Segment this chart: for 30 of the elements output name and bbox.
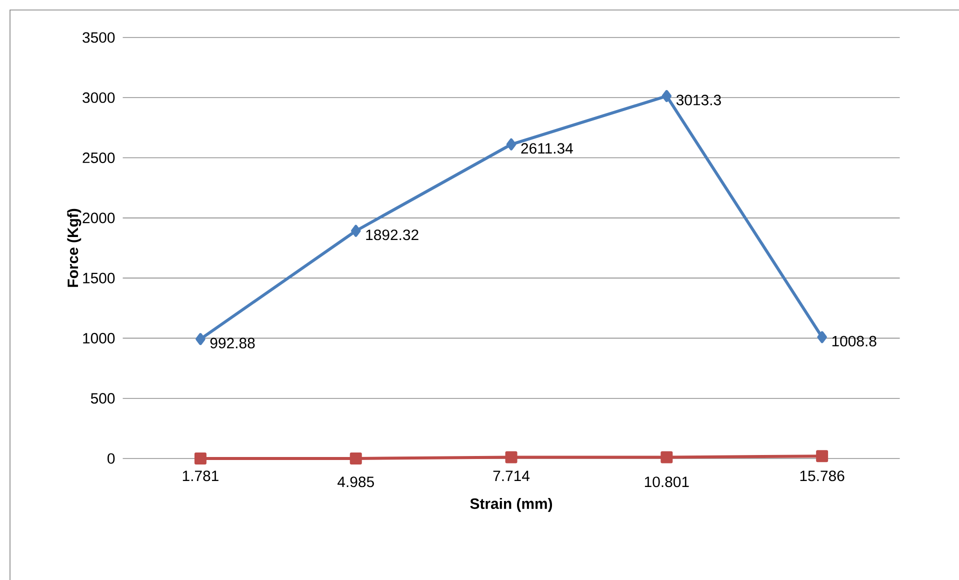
- point: [505, 451, 518, 464]
- y-tick-label: 2500: [82, 152, 115, 164]
- point: [194, 452, 206, 464]
- y-tick-label: 3000: [82, 92, 115, 103]
- x-axis-title: Strain (mm): [470, 498, 552, 512]
- x-tick-label: 7.714: [493, 470, 530, 482]
- point: [816, 450, 828, 462]
- point: [350, 452, 362, 464]
- point: [660, 451, 673, 464]
- y-tick-label: 0: [108, 453, 115, 464]
- x-tick-label: 10.801: [644, 476, 689, 488]
- data-label: 3013.3: [676, 94, 721, 106]
- point: [662, 90, 672, 102]
- y-tick-label: 2000: [82, 212, 115, 224]
- y-tick-label: 1500: [83, 272, 115, 284]
- x-tick-label: 4.985: [338, 476, 374, 488]
- point: [506, 138, 516, 150]
- x-tick-label: 15.786: [800, 470, 844, 482]
- point: [817, 331, 827, 344]
- y-tick-label: 1000: [83, 332, 115, 344]
- y-tick-label: 3500: [82, 32, 115, 43]
- x-tick-label: 1.781: [182, 470, 218, 482]
- data-label: 1892.32: [366, 230, 418, 240]
- data-label: 992.88: [210, 338, 255, 348]
- data-label: 1008.8: [832, 336, 876, 346]
- y-tick-label: 500: [90, 393, 115, 404]
- point: [196, 333, 206, 346]
- data-label: 2611.34: [521, 143, 573, 154]
- point: [351, 224, 361, 237]
- y-axis-title: Force (Kgf): [67, 208, 82, 287]
